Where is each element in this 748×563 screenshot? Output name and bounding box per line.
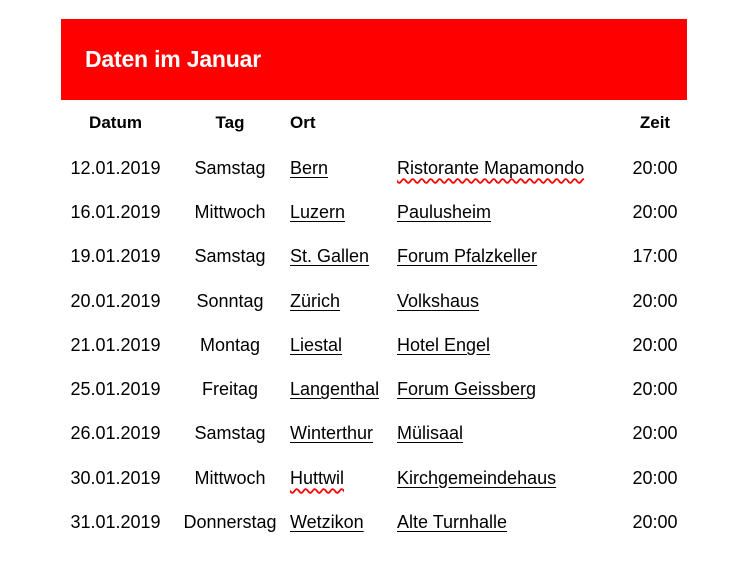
- cell-time: 20:00: [632, 201, 678, 222]
- venue-link[interactable]: Volkshaus: [397, 290, 480, 311]
- cell-day: Sonntag: [196, 290, 264, 311]
- cell-date: 21.01.2019: [70, 334, 161, 355]
- city-link[interactable]: Huttwil: [290, 467, 345, 488]
- city-link[interactable]: St. Gallen: [290, 246, 370, 267]
- table-row: 31.01.2019 Donnerstag Wetzikon Alte Turn…: [61, 500, 687, 544]
- cell-date: 26.01.2019: [70, 423, 161, 444]
- table-row: 30.01.2019 Mittwoch Huttwil Kirchgemeind…: [61, 456, 687, 500]
- venue-link[interactable]: Alte Turnhalle: [397, 512, 508, 533]
- cell-day: Freitag: [201, 379, 259, 400]
- cell-date: 19.01.2019: [70, 246, 161, 267]
- header-day: Tag: [215, 113, 245, 132]
- events-table: Datum Tag Ort Zeit 12.01.2019 Samstag Be…: [61, 100, 687, 545]
- city-link[interactable]: Zürich: [290, 290, 341, 311]
- city-link[interactable]: Bern: [290, 157, 329, 178]
- cell-time: 20:00: [632, 423, 678, 444]
- table-row: 12.01.2019 Samstag Bern Ristorante Mapam…: [61, 146, 687, 190]
- cell-day: Samstag: [194, 157, 266, 178]
- table-row: 25.01.2019 Freitag Langenthal Forum Geis…: [61, 367, 687, 411]
- table-row: 26.01.2019 Samstag Winterthur Mülisaal 2…: [61, 412, 687, 456]
- cell-day: Donnerstag: [183, 512, 277, 533]
- cell-time: 20:00: [632, 157, 678, 178]
- city-link[interactable]: Wetzikon: [290, 512, 364, 533]
- cell-time: 17:00: [632, 246, 678, 267]
- cell-day: Mittwoch: [194, 467, 266, 488]
- cell-time: 20:00: [632, 334, 678, 355]
- header-row: Datum Tag Ort Zeit: [61, 100, 687, 146]
- venue-link[interactable]: Ristorante Mapamondo: [397, 157, 585, 178]
- venue-link[interactable]: Kirchgemeindehaus: [397, 467, 557, 488]
- cell-date: 20.01.2019: [70, 290, 161, 311]
- cell-day: Samstag: [194, 423, 266, 444]
- header-venue: [397, 100, 623, 146]
- cell-time: 20:00: [632, 467, 678, 488]
- venue-link[interactable]: Forum Geissberg: [397, 379, 537, 400]
- venue-link[interactable]: Hotel Engel: [397, 334, 491, 355]
- cell-day: Samstag: [194, 246, 266, 267]
- title-banner: Daten im Januar: [61, 19, 687, 100]
- city-link[interactable]: Langenthal: [290, 379, 380, 400]
- cell-date: 30.01.2019: [70, 467, 161, 488]
- cell-time: 20:00: [632, 290, 678, 311]
- city-link[interactable]: Luzern: [290, 201, 346, 222]
- cell-date: 16.01.2019: [70, 201, 161, 222]
- cell-day: Mittwoch: [194, 201, 266, 222]
- city-link[interactable]: Winterthur: [290, 423, 374, 444]
- cell-day: Montag: [199, 334, 261, 355]
- venue-link[interactable]: Paulusheim: [397, 201, 492, 222]
- cell-date: 12.01.2019: [70, 157, 161, 178]
- venue-link[interactable]: Mülisaal: [397, 423, 464, 444]
- city-link[interactable]: Liestal: [290, 334, 343, 355]
- page-title: Daten im Januar: [85, 46, 261, 72]
- table-row: 20.01.2019 Sonntag Zürich Volkshaus 20:0…: [61, 279, 687, 323]
- cell-time: 20:00: [632, 512, 678, 533]
- cell-time: 20:00: [632, 379, 678, 400]
- cell-date: 25.01.2019: [70, 379, 161, 400]
- table-row: 21.01.2019 Montag Liestal Hotel Engel 20…: [61, 323, 687, 367]
- table-row: 16.01.2019 Mittwoch Luzern Paulusheim 20…: [61, 190, 687, 234]
- header-time: Zeit: [639, 113, 671, 132]
- cell-date: 31.01.2019: [70, 512, 161, 533]
- table-row: 19.01.2019 Samstag St. Gallen Forum Pfal…: [61, 235, 687, 279]
- venue-link[interactable]: Forum Pfalzkeller: [397, 246, 538, 267]
- header-city: Ort: [290, 113, 316, 132]
- header-date: Datum: [89, 113, 142, 132]
